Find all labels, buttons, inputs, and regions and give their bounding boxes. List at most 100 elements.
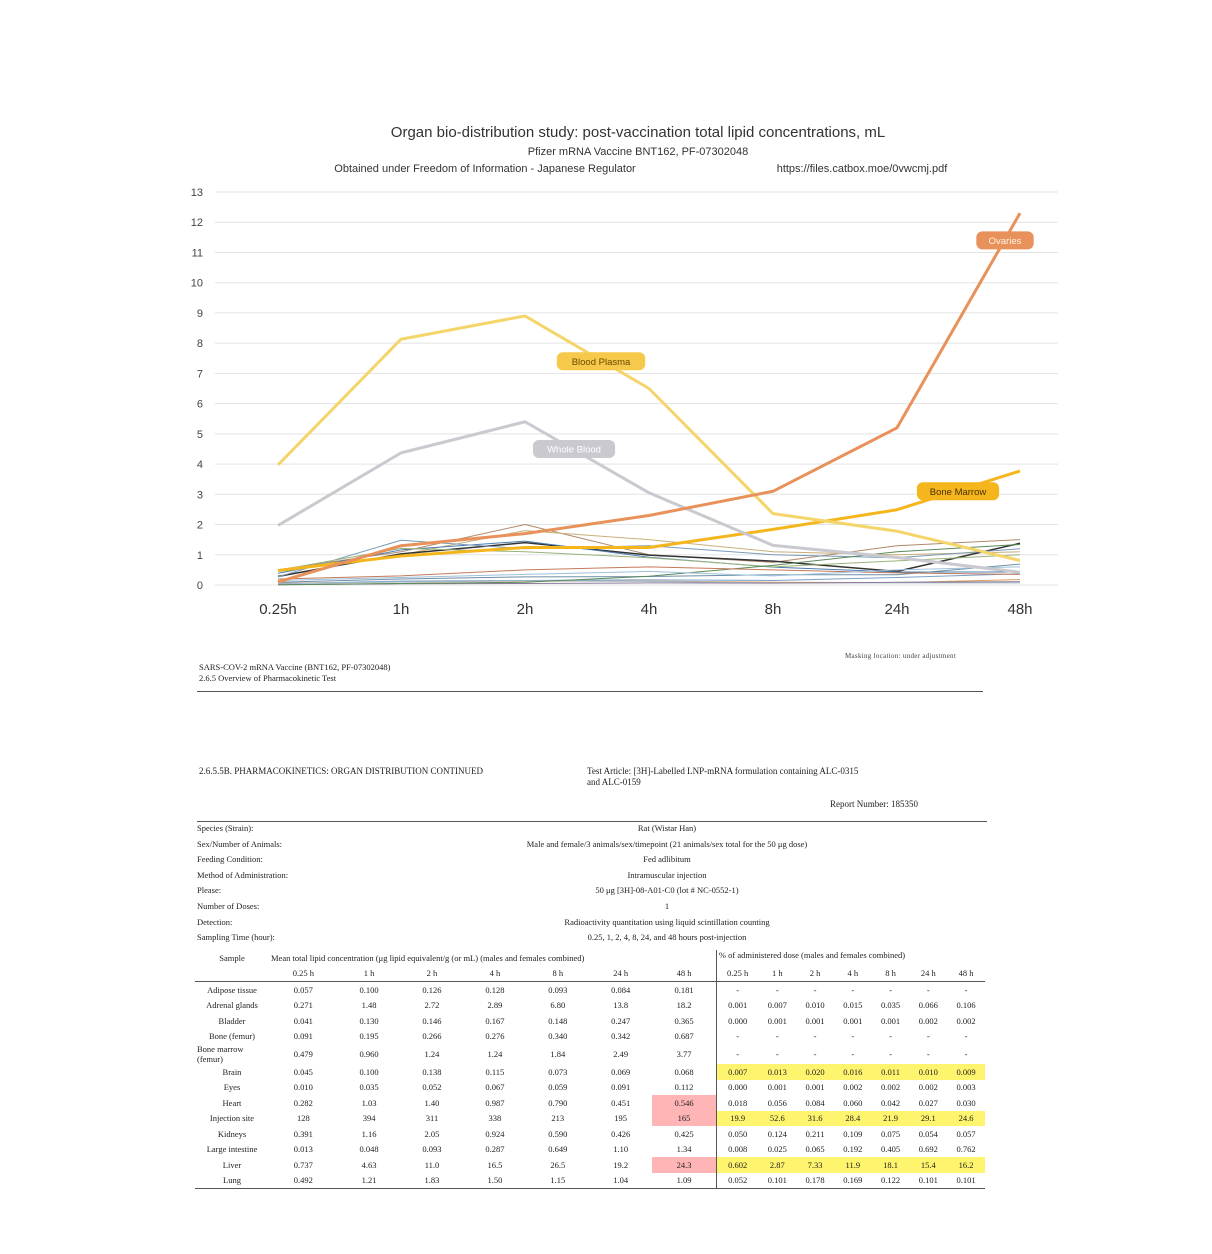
concentration-cell: 1.10 bbox=[613, 1144, 629, 1155]
percent-cell: 0.057 bbox=[956, 1128, 976, 1139]
label-text: Whole Blood bbox=[547, 444, 601, 455]
info-row: Sampling Time (hour): 0.25, 1, 2, 4, 8, 2… bbox=[197, 932, 987, 947]
concentration-cell: 0.247 bbox=[611, 1015, 631, 1026]
chart-subtitle: Pfizer mRNA Vaccine BNT162, PF-07302048 bbox=[528, 146, 749, 158]
label-bubble bbox=[976, 231, 1034, 250]
percent-cell: - bbox=[813, 984, 817, 995]
concentration-cell: 0.093 bbox=[548, 984, 568, 995]
concentration-cell: 128 bbox=[296, 1113, 310, 1124]
time-header: 8 h bbox=[871, 965, 910, 982]
concentration-cell: 0.010 bbox=[293, 1082, 313, 1093]
percent-cell: 0.084 bbox=[805, 1097, 825, 1108]
concentration-cell: 1.84 bbox=[550, 1049, 566, 1059]
percent-cell: 0.018 bbox=[715, 1095, 759, 1111]
percent-cell: - bbox=[775, 1031, 779, 1042]
sample-name: Adipose tissue bbox=[207, 984, 257, 995]
concentration-cell: 0.059 bbox=[548, 1082, 568, 1093]
concentration-cell: 0.100 bbox=[359, 984, 379, 995]
cut-text: Masking location: under adjustment bbox=[845, 652, 957, 660]
label-bubble bbox=[556, 352, 646, 371]
info-value: 1 bbox=[664, 901, 670, 911]
table-row: Kidneys 0.391 1.16 2.05 0.924 0.590 0.426 0.425… bbox=[195, 1126, 985, 1142]
percent-cell: 31.6 bbox=[796, 1110, 834, 1126]
time-header: 8 h bbox=[526, 965, 590, 982]
concentration-cell: 18.2 bbox=[676, 1000, 692, 1011]
percent-cell: 0.124 bbox=[767, 1128, 787, 1139]
info-key: Please: bbox=[197, 885, 222, 896]
test-article-line2: and ALC-0159 bbox=[587, 777, 641, 787]
percent-cell: 0.002 bbox=[880, 1082, 901, 1093]
series-line bbox=[277, 547, 1021, 571]
series-line bbox=[277, 566, 1021, 581]
info-value: Male and female/3 animals/sex/timepoint … bbox=[526, 838, 808, 849]
concentration-cell: 0.048 bbox=[359, 1144, 379, 1155]
time-header: 2 h bbox=[796, 965, 834, 982]
percent-cell: 0.109 bbox=[843, 1128, 863, 1139]
percent-cell: 0.054 bbox=[918, 1128, 938, 1139]
concentration-cell: 0.126 bbox=[422, 984, 442, 995]
y-tick-label: 9 bbox=[197, 308, 203, 320]
group-header-concentration: Mean total lipid concentration (μg lipid… bbox=[271, 952, 585, 963]
percent-cell: 0.060 bbox=[843, 1097, 863, 1108]
table-row: Bone (femur) 0.091 0.195 0.266 0.276 0.340 0.3… bbox=[195, 1028, 985, 1044]
percent-cell: - bbox=[964, 1031, 968, 1042]
table-row: Bone marrow (femur) 0.479 0.960 1.24 1.24 1.8… bbox=[195, 1044, 985, 1064]
concentration-cell: 0.148 bbox=[548, 1015, 568, 1026]
concentration-cell: 0.057 bbox=[293, 984, 313, 995]
label-text: Ovaries bbox=[989, 236, 1022, 247]
y-tick-label: 8 bbox=[197, 338, 203, 350]
sample-name: Bone (femur) bbox=[208, 1031, 256, 1042]
percent-cell: - bbox=[851, 1031, 855, 1042]
percent-cell: 0.405 bbox=[880, 1144, 901, 1155]
percent-cell: 0.001 bbox=[767, 1015, 787, 1026]
concentration-cell: 16.5 bbox=[487, 1159, 503, 1170]
concentration-cell: 0.128 bbox=[485, 984, 505, 995]
percent-cell: 0.122 bbox=[871, 1172, 910, 1189]
concentration-cell: 1.34 bbox=[676, 1144, 692, 1155]
concentration-cell: 1.48 bbox=[361, 1000, 377, 1011]
percent-cell: 19.9 bbox=[715, 1110, 759, 1126]
time-header: 4 h bbox=[833, 965, 872, 982]
percent-cell: 0.011 bbox=[871, 1064, 910, 1080]
blank-header bbox=[195, 965, 269, 982]
label-text: Blood Plasma bbox=[572, 357, 631, 368]
percent-cell: 0.001 bbox=[843, 1015, 863, 1026]
percent-cell: 0.042 bbox=[880, 1097, 901, 1108]
y-tick-label: 2 bbox=[197, 520, 203, 532]
info-row: Detection: Radioactivity quantitation usi… bbox=[197, 917, 987, 932]
table-row: Adipose tissue 0.057 0.100 0.126 0.128 0.093 0… bbox=[195, 981, 985, 998]
concentration-cell: 0.091 bbox=[611, 1082, 631, 1093]
x-tick-label: 0.25h bbox=[259, 601, 297, 618]
concentration-cell: 3.77 bbox=[676, 1049, 692, 1059]
series-lines bbox=[276, 212, 1022, 586]
concentration-cell: 0.271 bbox=[293, 1000, 313, 1011]
pk-table: Sample Mean total lipid concentration (μg… bbox=[195, 950, 985, 1189]
concentration-cell: 11.0 bbox=[424, 1159, 440, 1170]
info-value: 0.25, 1, 2, 4, 8, 24, and 48 hours post-… bbox=[587, 932, 747, 943]
concentration-cell: 0.068 bbox=[674, 1066, 694, 1077]
info-row: Sex/Number of Animals: Male and female/3 … bbox=[197, 839, 987, 854]
percent-cell: 0.211 bbox=[805, 1128, 825, 1139]
percent-cell: - bbox=[851, 984, 855, 995]
percent-cell: 0.020 bbox=[796, 1064, 834, 1080]
sample-name: Lung bbox=[195, 1172, 269, 1189]
section-title: 2.6.5.5B. PHARMACOKINETICS: ORGAN DISTRI… bbox=[199, 766, 484, 776]
percent-cell: - bbox=[964, 984, 968, 995]
percent-cell: 0.101 bbox=[758, 1172, 797, 1189]
percent-cell: - bbox=[926, 1049, 930, 1059]
percent-cell: 0.001 bbox=[805, 1082, 825, 1093]
sample-name: Eyes bbox=[223, 1082, 241, 1093]
percent-cell: - bbox=[889, 1031, 892, 1042]
series-line bbox=[277, 543, 1021, 586]
percent-cell: 0.030 bbox=[956, 1097, 976, 1108]
y-tick-label: 6 bbox=[197, 399, 203, 411]
concentration-cell: 0.924 bbox=[485, 1128, 505, 1139]
percent-cell: 0.065 bbox=[805, 1144, 825, 1155]
percent-cell: 0.101 bbox=[947, 1172, 985, 1189]
y-tick-label: 3 bbox=[197, 489, 203, 501]
time-header: 1 h bbox=[337, 965, 401, 982]
y-tick-label: 13 bbox=[191, 187, 203, 199]
concentration-cell: 1.24 bbox=[424, 1049, 440, 1059]
y-tick-label: 11 bbox=[192, 247, 203, 259]
concentration-cell: 0.091 bbox=[293, 1031, 313, 1042]
